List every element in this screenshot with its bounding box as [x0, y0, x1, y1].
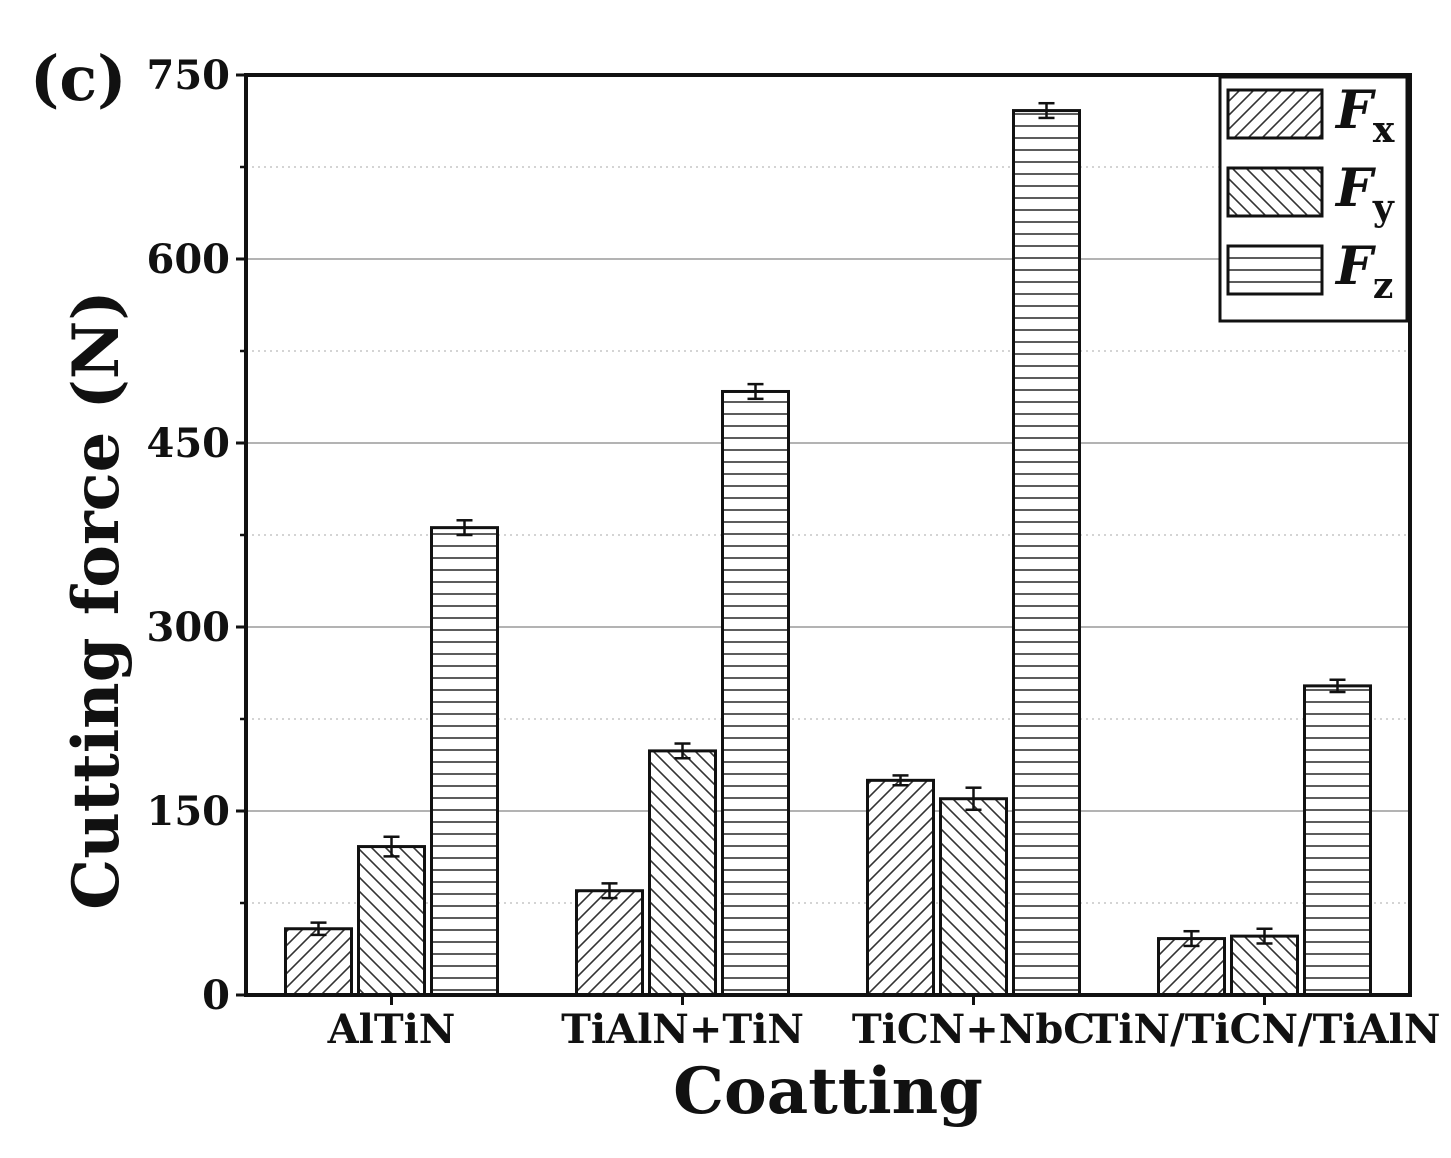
bar-fx-0: [284, 927, 353, 997]
error-bar-fz-0: [456, 519, 473, 537]
error-bar-fz-3: [1329, 678, 1346, 694]
x-tick-label-1: TiAlN+TiN: [561, 1006, 804, 1053]
error-bar-fx-0: [310, 921, 327, 937]
error-bar-fz-2: [1038, 101, 1055, 120]
bar-fy-3: [1230, 934, 1299, 997]
bar-fz-1: [721, 389, 790, 997]
x-axis-label: Coatting: [673, 1054, 983, 1129]
bars: [284, 101, 1372, 997]
bar-fx-1: [575, 889, 644, 997]
legend-label-fz: Fz: [1334, 236, 1393, 307]
y-tick-label-4: 600: [147, 236, 231, 283]
error-bar-fx-2: [892, 774, 909, 787]
error-bar-fx-3: [1183, 929, 1200, 948]
y-axis-label: Cutting force (N): [59, 290, 134, 909]
legend-label-fx: Fx: [1334, 80, 1395, 151]
error-bar-fy-2: [965, 786, 982, 812]
y-tick-label-2: 300: [147, 604, 231, 651]
x-tick-label-3: TiN/TiCN/TiAlN: [1089, 1006, 1441, 1053]
error-bar-fy-1: [674, 742, 691, 760]
y-tick-label-1: 150: [147, 788, 231, 835]
bar-fz-3: [1303, 684, 1372, 997]
error-bar-fx-1: [601, 882, 618, 900]
y-tick-label-0: 0: [202, 972, 230, 1019]
bar-fz-2: [1012, 109, 1081, 997]
error-bar-fy-3: [1256, 927, 1273, 945]
bar-fy-0: [357, 845, 426, 997]
legend-swatch-fy: [1226, 166, 1324, 218]
bar-fx-3: [1157, 937, 1226, 997]
bar-fz-0: [430, 526, 499, 997]
error-bar-fy-0: [383, 835, 400, 858]
y-tick-label-3: 450: [147, 420, 231, 467]
x-tick-label-2: TiCN+NbC: [852, 1006, 1095, 1053]
bar-fy-2: [939, 797, 1008, 997]
panel-label: (c): [30, 42, 126, 115]
x-tick-label-0: AlTiN: [327, 1006, 456, 1053]
bar-fy-1: [648, 749, 717, 997]
legend-label-fy: Fy: [1334, 158, 1395, 229]
legend-swatch-fx: [1226, 88, 1324, 140]
y-tick-label-5: 750: [147, 52, 231, 99]
bar-fx-2: [866, 778, 935, 997]
error-bar-fz-1: [747, 382, 764, 401]
axes: [236, 73, 1412, 1005]
legend-swatch-fz: [1226, 244, 1324, 296]
